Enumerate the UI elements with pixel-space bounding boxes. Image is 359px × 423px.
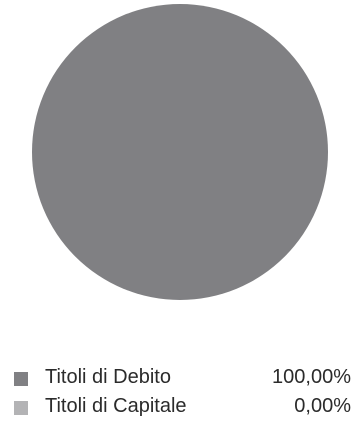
legend-value-titoli-di-debito: 100,00% [272,366,351,388]
legend-label-titoli-di-capitale: Titoli di Capitale [45,395,187,417]
pie-slices-group [32,4,328,300]
legend-value-titoli-di-capitale: 0,00% [294,395,351,417]
legend-swatch-titoli-di-debito [14,372,28,386]
chart-legend: Titoli di Debito 100,00% Titoli di Capit… [0,362,359,420]
pie-chart-area [32,4,328,300]
legend-label-titoli-di-debito: Titoli di Debito [45,366,171,388]
legend-item-titoli-di-debito: Titoli di Debito 100,00% [0,362,359,391]
pie-slice-titoli-di-debito [32,4,328,300]
pie-chart [32,4,328,300]
legend-swatch-titoli-di-capitale [14,401,28,415]
legend-item-titoli-di-capitale: Titoli di Capitale 0,00% [0,391,359,420]
